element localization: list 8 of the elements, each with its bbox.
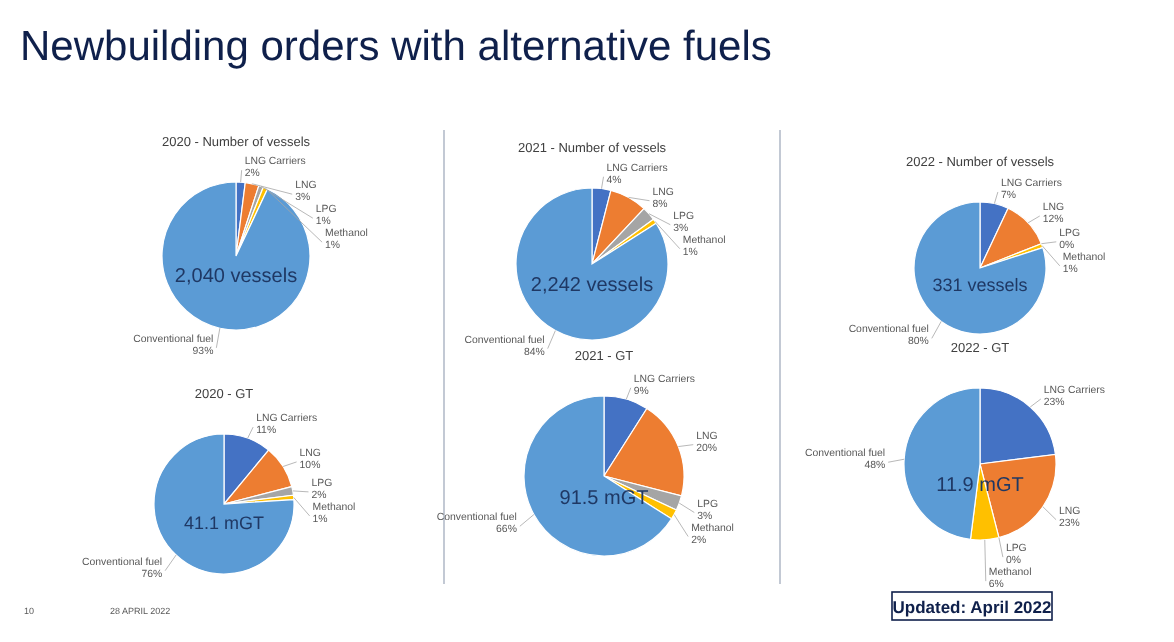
pie-slice	[979, 207, 1042, 269]
text: 2,242 vessels	[530, 274, 654, 297]
text: 41.1 mGT	[183, 512, 266, 533]
text: Updated: April 2022	[892, 597, 1053, 617]
text: 2,040 vessels	[174, 265, 298, 288]
text: Newbuilding orders with alternative fuels	[20, 24, 772, 70]
pie-slice	[913, 201, 1047, 335]
text: 331 vessels	[932, 275, 1029, 296]
